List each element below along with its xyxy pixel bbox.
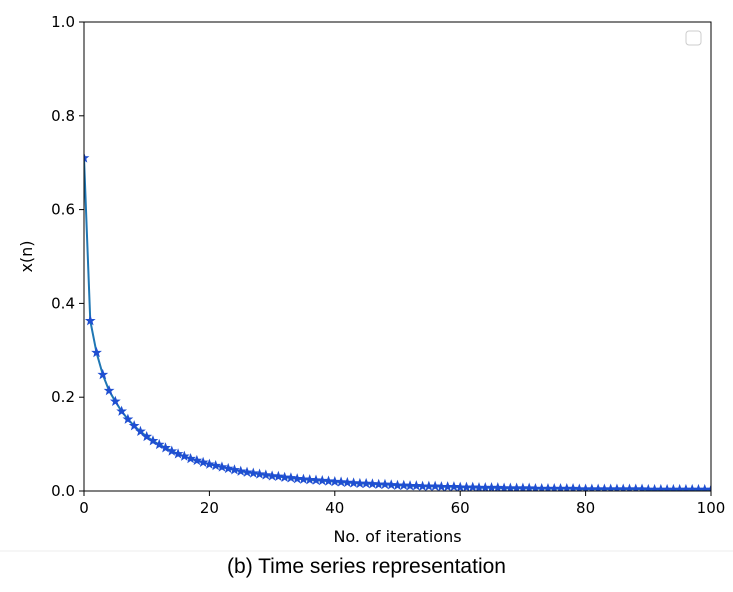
data-point <box>135 425 146 437</box>
data-point <box>410 480 422 491</box>
data-point <box>178 450 190 461</box>
data-point <box>335 476 347 487</box>
data-point <box>316 475 328 486</box>
data-point <box>247 467 259 478</box>
data-point <box>109 395 121 407</box>
data-point <box>279 471 291 482</box>
y-tick-label: 0.8 <box>51 107 75 125</box>
y-axis-label: x(n) <box>17 240 36 272</box>
x-tick-label: 60 <box>451 499 470 517</box>
y-tick-label: 1.0 <box>51 13 75 31</box>
data-point <box>185 452 196 464</box>
data-point <box>429 480 441 491</box>
data-point <box>122 413 134 424</box>
chart: 0 20 40 60 80 100 0.0 0.2 0.4 0.6 0.8 1.0 No. of ite… <box>0 13 733 552</box>
data-point <box>204 458 215 469</box>
data-point <box>398 479 410 490</box>
data-point <box>291 473 303 484</box>
data-point <box>310 474 322 485</box>
series-line <box>84 157 711 491</box>
data-point <box>91 346 102 358</box>
data-point <box>166 445 178 456</box>
data-point <box>348 477 360 488</box>
y-tick-label: 0.0 <box>51 482 75 500</box>
data-point <box>235 465 247 476</box>
data-point <box>304 474 316 485</box>
data-point <box>160 442 171 453</box>
x-tick-label: 100 <box>697 499 726 517</box>
series-group <box>84 152 711 491</box>
data-point <box>636 483 648 491</box>
data-point <box>285 472 297 483</box>
data-point <box>116 405 128 416</box>
plot-area <box>84 152 711 491</box>
data-point <box>241 466 253 477</box>
data-point <box>254 468 265 479</box>
x-tick-label: 40 <box>325 499 344 517</box>
data-point <box>272 470 284 482</box>
y-tick-label: 0.2 <box>51 388 75 406</box>
x-tick-label: 0 <box>79 499 89 517</box>
data-point <box>191 454 203 466</box>
data-point <box>84 315 96 326</box>
data-point <box>448 481 460 491</box>
data-point <box>379 478 391 490</box>
data-point <box>172 448 184 459</box>
data-point <box>323 475 334 486</box>
y-tick-label: 0.6 <box>51 201 75 219</box>
data-point <box>298 473 309 484</box>
x-axis-label: No. of iterations <box>333 527 461 546</box>
y-tick-label: 0.4 <box>51 294 75 312</box>
data-point <box>210 460 222 471</box>
data-point <box>367 478 378 489</box>
legend-box <box>685 30 702 46</box>
data-point <box>385 479 397 490</box>
data-point <box>260 469 272 480</box>
data-point <box>360 477 372 489</box>
data-point <box>222 462 234 474</box>
data-point <box>229 464 240 475</box>
data-point <box>492 482 504 491</box>
x-tick-label: 20 <box>200 499 219 517</box>
data-point <box>128 420 140 431</box>
data-point <box>523 482 535 491</box>
data-point <box>153 438 165 450</box>
x-tick-label: 80 <box>576 499 595 517</box>
data-point <box>216 461 228 472</box>
data-point <box>705 483 711 491</box>
data-point <box>141 430 153 442</box>
data-point <box>84 152 90 163</box>
data-point <box>467 481 479 491</box>
data-point <box>147 435 159 446</box>
data-point <box>197 456 209 467</box>
data-point <box>266 470 278 481</box>
data-point <box>97 369 109 380</box>
data-point <box>329 475 341 487</box>
axes: 0 20 40 60 80 100 0.0 0.2 0.4 0.6 0.8 1.0 No. of ite… <box>0 13 733 552</box>
figure-caption: (b) Time series representation <box>227 555 506 578</box>
plot-frame <box>83 21 712 492</box>
data-point <box>341 476 353 488</box>
data-point <box>103 384 115 396</box>
